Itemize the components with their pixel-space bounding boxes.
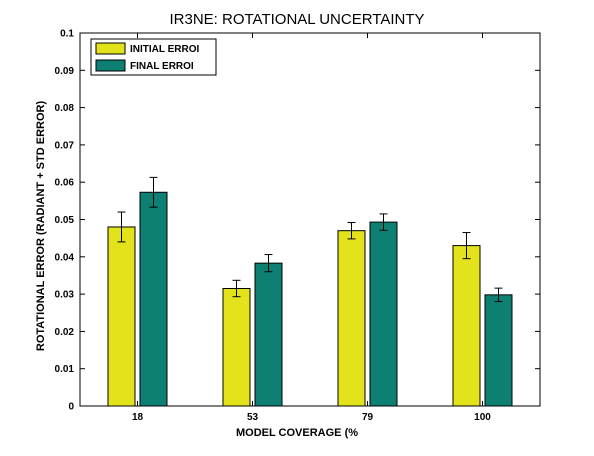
- legend-label-initial: INITIAL ERROI: [130, 44, 199, 55]
- y-tick-label: 0: [68, 402, 74, 413]
- bar-initial-79: [337, 230, 366, 407]
- legend-label-final: FINAL ERROI: [130, 61, 194, 72]
- y-tick-label: 0.1: [60, 29, 74, 40]
- y-tick-label: 0.04: [55, 252, 75, 263]
- legend-swatch-final: [95, 59, 126, 72]
- axis-ticks: 0 0.01 0.02 0.03 0.04 0.05 0.06 0.07 0.08 0.09 0.1…: [55, 29, 540, 423]
- x-tick-label: 79: [362, 412, 374, 423]
- bar-final-79: [369, 221, 398, 407]
- bar-initial-100: [452, 245, 481, 407]
- y-tick-label: 0.01: [55, 364, 75, 375]
- y-tick-label: 0.09: [55, 66, 75, 77]
- x-tick-label: 100: [474, 412, 491, 423]
- y-axis-label: ROTATIONAL ERROR (RADIANT + STD ERROR): [35, 101, 47, 352]
- x-tick-label: 53: [247, 412, 259, 423]
- bar-final-100: [484, 294, 513, 407]
- y-tick-label: 0.02: [55, 327, 75, 338]
- chart-title: IR3NE: ROTATIONAL UNCERTAINTY: [169, 11, 424, 28]
- legend-swatch-initial: [95, 42, 126, 55]
- y-tick-label: 0.08: [55, 103, 75, 114]
- bar-final-53: [254, 262, 283, 407]
- y-tick-label: 0.06: [55, 178, 75, 189]
- y-tick-label: 0.05: [55, 215, 75, 226]
- x-axis-label: MODEL COVERAGE (%: [236, 427, 358, 439]
- legend: INITIAL ERROI FINAL ERROI: [90, 38, 217, 76]
- y-tick-label: 0.07: [55, 140, 75, 151]
- x-tick-label: 18: [132, 412, 144, 423]
- y-tick-label: 0.03: [55, 290, 75, 301]
- bar-final-18: [139, 191, 168, 407]
- bar-initial-53: [222, 288, 251, 407]
- bar-initial-18: [107, 226, 136, 407]
- bars: [107, 176, 513, 407]
